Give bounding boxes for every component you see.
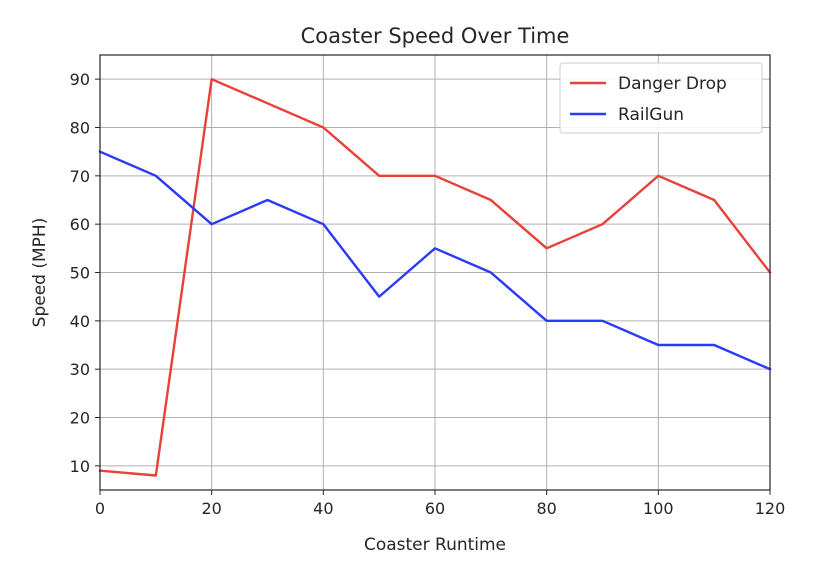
x-tick-label: 20 — [201, 499, 221, 518]
series-layer — [98, 77, 772, 477]
y-tick-label: 50 — [70, 264, 90, 283]
legend-label-danger-drop: Danger Drop — [618, 74, 727, 94]
chart-title: Coaster Speed Over Time — [301, 24, 570, 48]
legend-box — [559, 62, 763, 134]
x-tick-label: 0 — [95, 499, 105, 518]
y-tick-label: 80 — [70, 119, 90, 138]
y-tick-label: 10 — [70, 457, 90, 476]
y-tick-label: 70 — [70, 167, 90, 186]
legend-label-railgun: RailGun — [618, 105, 684, 125]
x-tick-label: 40 — [313, 499, 333, 518]
series-line-danger-drop — [98, 77, 772, 477]
x-tick-label: 100 — [643, 499, 674, 518]
y-tick-label: 30 — [70, 360, 90, 379]
x-tick-label: 60 — [425, 499, 445, 518]
y-tick-label: 20 — [70, 409, 90, 428]
legend: Danger Drop RailGun — [559, 62, 763, 134]
y-tick-label: 40 — [70, 312, 90, 331]
y-tick-label: 60 — [70, 215, 90, 234]
x-tick-label: 80 — [536, 499, 556, 518]
y-axis-label: Speed (MPH) — [30, 218, 50, 328]
x-tick-label: 120 — [755, 499, 786, 518]
series-line-railgun — [98, 150, 772, 371]
y-tick-label: 90 — [70, 70, 90, 89]
axis-ticks: 0 20 40 60 80 100 120 10 20 30 40 50 60 70 80 90 — [70, 70, 786, 518]
x-axis-label: Coaster Runtime — [364, 535, 506, 555]
